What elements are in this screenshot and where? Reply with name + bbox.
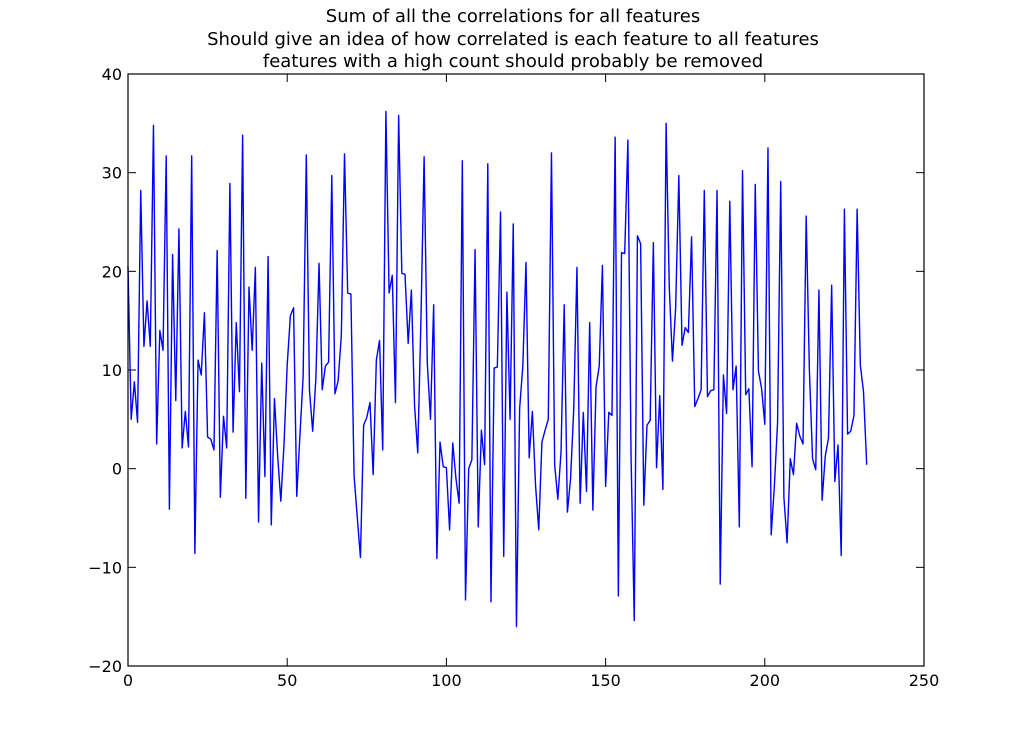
x-tick-label: 150 [590,671,621,690]
y-tick-label: 0 [112,460,122,479]
series-line-0 [127,110,868,628]
x-tick-label: 100 [431,671,462,690]
y-tick-label: 30 [102,164,122,183]
y-tick-label: 10 [102,361,122,380]
y-tick-label: 40 [102,65,122,84]
x-tick-label: 200 [750,671,781,690]
x-tick-label: 250 [909,671,940,690]
chart-title-line-3: features with a high count should probab… [262,51,764,72]
chart-title-line-1: Sum of all the correlations for all feat… [325,6,701,27]
ticks-layer: 0 50 100 150 200 250 −20 −10 0 10 20 30 40 [88,65,939,690]
chart-title-line-2: Should give an idea of how correlated is… [207,29,819,50]
y-tick-label: −20 [88,657,122,676]
x-tick-label: 50 [277,671,297,690]
x-tick-label: 0 [123,671,133,690]
series-layer [127,110,868,628]
y-tick-label: −10 [88,558,122,577]
y-tick-label: 20 [102,262,122,281]
